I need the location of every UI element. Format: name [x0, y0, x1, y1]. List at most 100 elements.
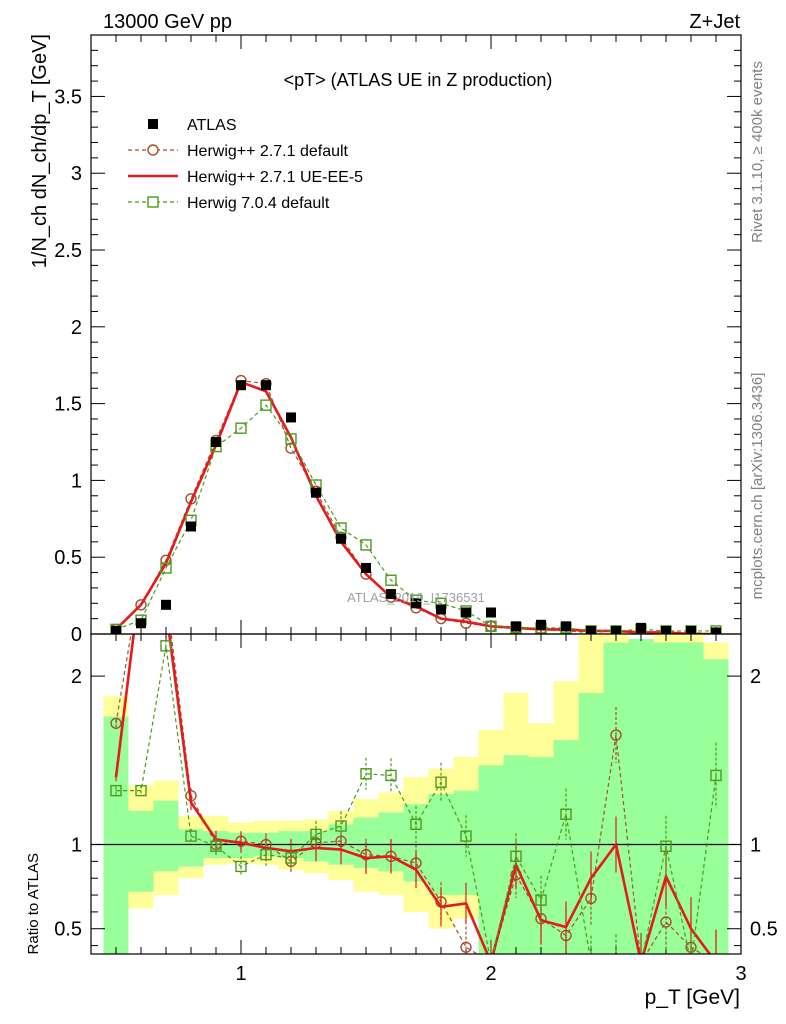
data-point-circle: [460, 941, 472, 953]
rivet-label: Rivet 3.1.10, ≥ 400k events: [749, 61, 766, 243]
legend: ATLAS Herwig++ 2.7.1 default Herwig++ 2.7.…: [128, 117, 363, 212]
y-tick-label-top: 0.5: [54, 547, 82, 569]
green-band-bin: [703, 659, 729, 954]
series-line: [116, 645, 717, 954]
data-point-square: [586, 957, 596, 967]
data-point-circle: [135, 599, 147, 611]
data-point-square: [110, 784, 122, 797]
data-point-filled: [436, 604, 446, 615]
chart-title: <pT> (ATLAS UE in Z production): [284, 70, 553, 90]
data-point-square: [385, 574, 397, 586]
data-point-square: [410, 818, 422, 831]
data-point-square: [636, 957, 646, 967]
y-tick-label-bottom-right: 1: [750, 835, 761, 857]
top-axis-ticks: 0 0.5 1 1.5 2 2.5 3 3.5: [54, 35, 742, 646]
data-point-filled: [636, 622, 646, 633]
green-band-bin: [578, 692, 604, 954]
data-point-square: [460, 830, 472, 842]
data-point-filled: [586, 625, 596, 634]
y-tick-label-top: 2.5: [54, 240, 82, 262]
data-point-square: [310, 828, 322, 841]
data-point-square: [360, 539, 372, 551]
data-point-filled: [661, 625, 671, 634]
green-band-bin: [103, 716, 129, 954]
data-point-filled: [261, 380, 271, 391]
x-tick-label: 2: [485, 963, 496, 985]
data-point-filled: [686, 625, 696, 634]
data-point-filled: [386, 589, 396, 600]
data-point-filled: [711, 627, 721, 634]
data-point-square: [260, 399, 272, 411]
green-band-bin: [603, 642, 629, 954]
x-tick-label: 1: [235, 963, 246, 985]
data-point-filled: [611, 625, 621, 634]
data-point-circle: [636, 957, 646, 967]
legend-marker: [147, 196, 159, 208]
data-point-filled: [461, 607, 471, 618]
data-point-square: [185, 830, 197, 842]
data-point-filled: [136, 618, 146, 629]
data-point-square: [560, 808, 572, 820]
green-band-bin: [628, 639, 654, 954]
data-point-filled: [111, 625, 121, 634]
data-point-square: [260, 848, 272, 861]
data-point-square: [485, 620, 497, 633]
data-point-square: [210, 840, 222, 852]
y-tick-label-top: 2: [71, 317, 82, 339]
data-point-square: [360, 768, 372, 780]
y-tick-label-bottom: 2: [71, 666, 82, 688]
data-point-filled: [536, 619, 546, 630]
x-axis-label: p_T [GeV]: [645, 986, 740, 1009]
data-point-square: [285, 852, 297, 864]
top-panel-marks: [110, 374, 722, 634]
data-point-square: [611, 957, 621, 967]
data-point-square: [335, 522, 347, 534]
process-label: Z+Jet: [689, 11, 740, 33]
y-tick-label-top: 0: [71, 624, 82, 646]
data-point-filled: [186, 521, 196, 532]
data-point-square: [135, 784, 147, 797]
energy-label: 13000 GeV pp: [103, 11, 232, 33]
data-point-circle: [711, 957, 721, 967]
data-point-filled: [161, 599, 171, 610]
y-axis-label-bottom: Ratio to ATLAS: [25, 853, 42, 954]
y-tick-label-top: 3: [71, 163, 82, 185]
y-tick-label-bottom: 1: [71, 835, 82, 857]
data-point-square: [535, 894, 547, 906]
legend-marker: [148, 119, 158, 129]
data-point-filled: [286, 412, 296, 423]
data-point-square: [710, 769, 722, 782]
green-band-bin: [153, 800, 179, 872]
data-point-filled: [361, 562, 371, 573]
legend-entry: Herwig 7.0.4 default: [187, 195, 330, 212]
data-point-filled: [561, 621, 571, 632]
data-point-circle: [660, 916, 672, 928]
data-point-square: [686, 957, 696, 967]
data-point-circle: [110, 717, 122, 729]
legend-entry: Herwig++ 2.7.1 UE-EE-5: [187, 169, 363, 186]
data-point-filled: [236, 380, 246, 391]
data-point-circle: [161, 587, 171, 597]
x-tick-label: 3: [735, 963, 746, 985]
data-point-filled: [486, 607, 496, 618]
data-point-square: [335, 820, 347, 832]
y-tick-label-bottom-right: 2: [750, 666, 761, 688]
data-point-square: [510, 850, 522, 863]
data-point-filled: [336, 533, 346, 544]
data-point-square: [160, 562, 172, 574]
green-band-bin: [128, 810, 154, 892]
data-point-square: [235, 860, 247, 873]
data-point-square: [435, 776, 447, 788]
data-point-square: [235, 422, 247, 434]
bottom-panel-marks: [110, 587, 722, 967]
data-point-square: [160, 640, 172, 652]
data-point-filled: [411, 598, 421, 609]
bottom-panel-frame: [90, 633, 742, 955]
mcplots-label: mcplots.cern.ch [arXiv:1306.3436]: [749, 373, 766, 600]
data-point-filled: [511, 621, 521, 632]
legend-entry: ATLAS: [187, 117, 237, 134]
ratio-bands: [91, 634, 741, 954]
y-tick-label-bottom-right: 0.5: [750, 919, 778, 941]
data-point-square: [385, 769, 397, 782]
